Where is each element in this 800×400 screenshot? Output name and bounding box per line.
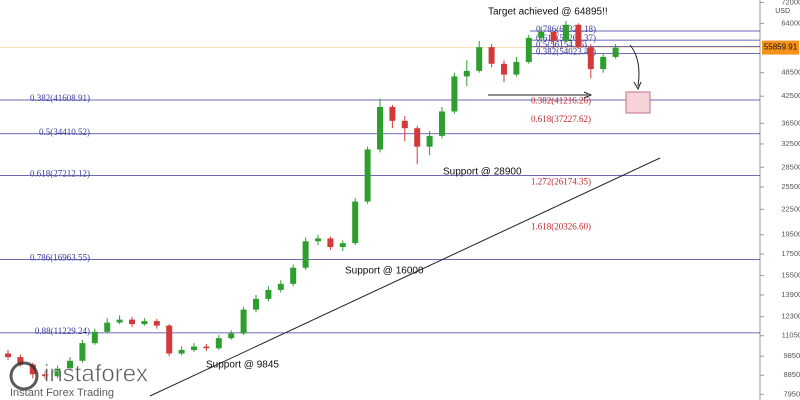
fib-label: 0.618(27212.12) — [30, 169, 90, 179]
arrow-head — [583, 91, 593, 99]
y-tick-label: 12300.00 — [781, 312, 800, 321]
fib-label: 0.5(34410.52) — [39, 127, 90, 137]
fib-label: 0.382(54023.44) — [536, 47, 596, 57]
candle-body — [538, 31, 545, 38]
y-tick-label: 17500.00 — [781, 249, 800, 258]
candle-body — [141, 321, 148, 325]
candle-body — [228, 333, 235, 339]
logo-tagline: Instant Forex Trading — [10, 387, 114, 399]
candle-body — [166, 325, 173, 354]
candle-body — [488, 47, 495, 64]
candle-body — [215, 338, 222, 349]
candle-body — [463, 70, 470, 77]
candle-body — [79, 343, 86, 361]
candle-body — [451, 76, 458, 112]
candle-body — [352, 201, 359, 244]
logo: instaforex Instant Forex Trading — [9, 360, 148, 399]
fib-label: 0.88(11229.24) — [35, 326, 90, 336]
y-tick-label: 28500.00 — [781, 162, 800, 171]
candle-body — [476, 47, 483, 71]
annotation: Support @ 28900 — [443, 167, 522, 178]
candle-body — [525, 37, 532, 63]
y-tick-label: 13900.00 — [781, 290, 800, 299]
projection-label: 1.272(26174.35) — [531, 176, 591, 186]
candle-body — [439, 111, 445, 136]
y-tick-label: 9850.00 — [783, 351, 800, 360]
candle-body — [401, 120, 408, 129]
candle-body — [203, 346, 210, 349]
candle-body — [17, 357, 24, 365]
annotation: Support @ 9845 — [206, 360, 279, 371]
logo-name: instaforex — [44, 360, 148, 387]
candle-body — [5, 353, 11, 358]
candle-body — [426, 135, 433, 147]
y-tick-label: 15500.00 — [781, 271, 800, 280]
candle-body — [253, 298, 259, 310]
candle-body — [277, 283, 284, 290]
candle-body — [389, 106, 396, 121]
candle-body — [265, 289, 272, 299]
y-tick-label: 32500.00 — [781, 139, 800, 148]
y-tick-label: 64000.00 — [781, 18, 800, 27]
candle-body — [290, 267, 297, 284]
candle-body — [600, 56, 607, 70]
candle-body — [116, 319, 123, 323]
y-tick-label: 36500.00 — [781, 118, 800, 127]
candle-body — [501, 63, 507, 75]
y-tick-label: 48500.00 — [781, 68, 800, 77]
candle-body — [327, 238, 334, 248]
current-price-box — [762, 40, 799, 55]
projection-label: 1.618(20326.60) — [531, 221, 591, 231]
candle-body — [54, 368, 61, 377]
candle-body — [67, 360, 73, 369]
candle-body — [302, 241, 309, 268]
y-tick-label: 19500.00 — [781, 230, 800, 239]
candle-body — [42, 374, 49, 377]
candle-body — [91, 331, 98, 344]
candle-body — [513, 62, 520, 75]
candle-body — [178, 349, 185, 354]
candle-body — [414, 128, 421, 147]
trend-line — [149, 157, 661, 397]
candle-body — [104, 322, 111, 332]
y-tick-label: 11050.00 — [782, 331, 800, 340]
target-zone — [625, 91, 651, 114]
annotation: Support @ 16000 — [345, 266, 424, 277]
candle-body — [550, 31, 557, 41]
projection-label: 0.618(37227.62) — [531, 114, 591, 124]
projection-label: 0.382(41216.26) — [531, 96, 591, 106]
candle-body — [563, 24, 569, 41]
y-tick-label: 42500.00 — [781, 91, 800, 100]
y-tick-label: 22500.00 — [781, 204, 800, 213]
axis-unit: USD — [775, 8, 790, 15]
current-price-label: 55859.91 — [764, 43, 798, 52]
y-tick-label: 25500.00 — [781, 182, 800, 191]
y-tick-label: 8850.00 — [783, 370, 800, 379]
candle-body — [575, 24, 582, 48]
candle-body — [339, 243, 346, 248]
arrow-head — [633, 81, 642, 91]
candle-body — [612, 47, 619, 57]
candle-body — [587, 47, 594, 70]
fib-label: 0.786(16963.55) — [30, 253, 90, 263]
annotation: Target achieved @ 64895!! — [488, 7, 608, 18]
candle-body — [240, 309, 247, 334]
fib-label: 0.382(41608.91) — [30, 93, 90, 103]
logo-icon — [9, 361, 39, 391]
fib-label: 0.5(56154.96) — [536, 40, 587, 50]
candle-body — [315, 238, 321, 242]
candle-body — [153, 321, 160, 326]
candle-body — [129, 319, 135, 325]
candle-body — [377, 106, 383, 150]
candle-body — [364, 149, 371, 202]
candle-body — [29, 364, 36, 375]
candle-body — [191, 346, 197, 350]
arrow — [629, 44, 640, 87]
y-tick-label: 7950.00 — [783, 389, 800, 398]
